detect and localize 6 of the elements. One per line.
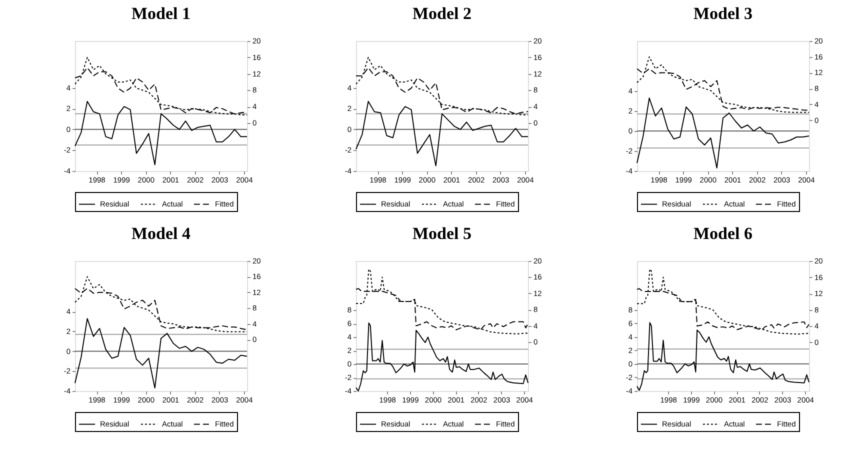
chart-title: Model 2: [412, 4, 472, 23]
chart-title: Model 6: [693, 224, 753, 243]
chart-title: Model 5: [412, 224, 472, 243]
chart-title: Model 4: [131, 224, 192, 243]
chart-title: Model 3: [693, 4, 753, 23]
chart-title: Model 1: [131, 4, 191, 23]
